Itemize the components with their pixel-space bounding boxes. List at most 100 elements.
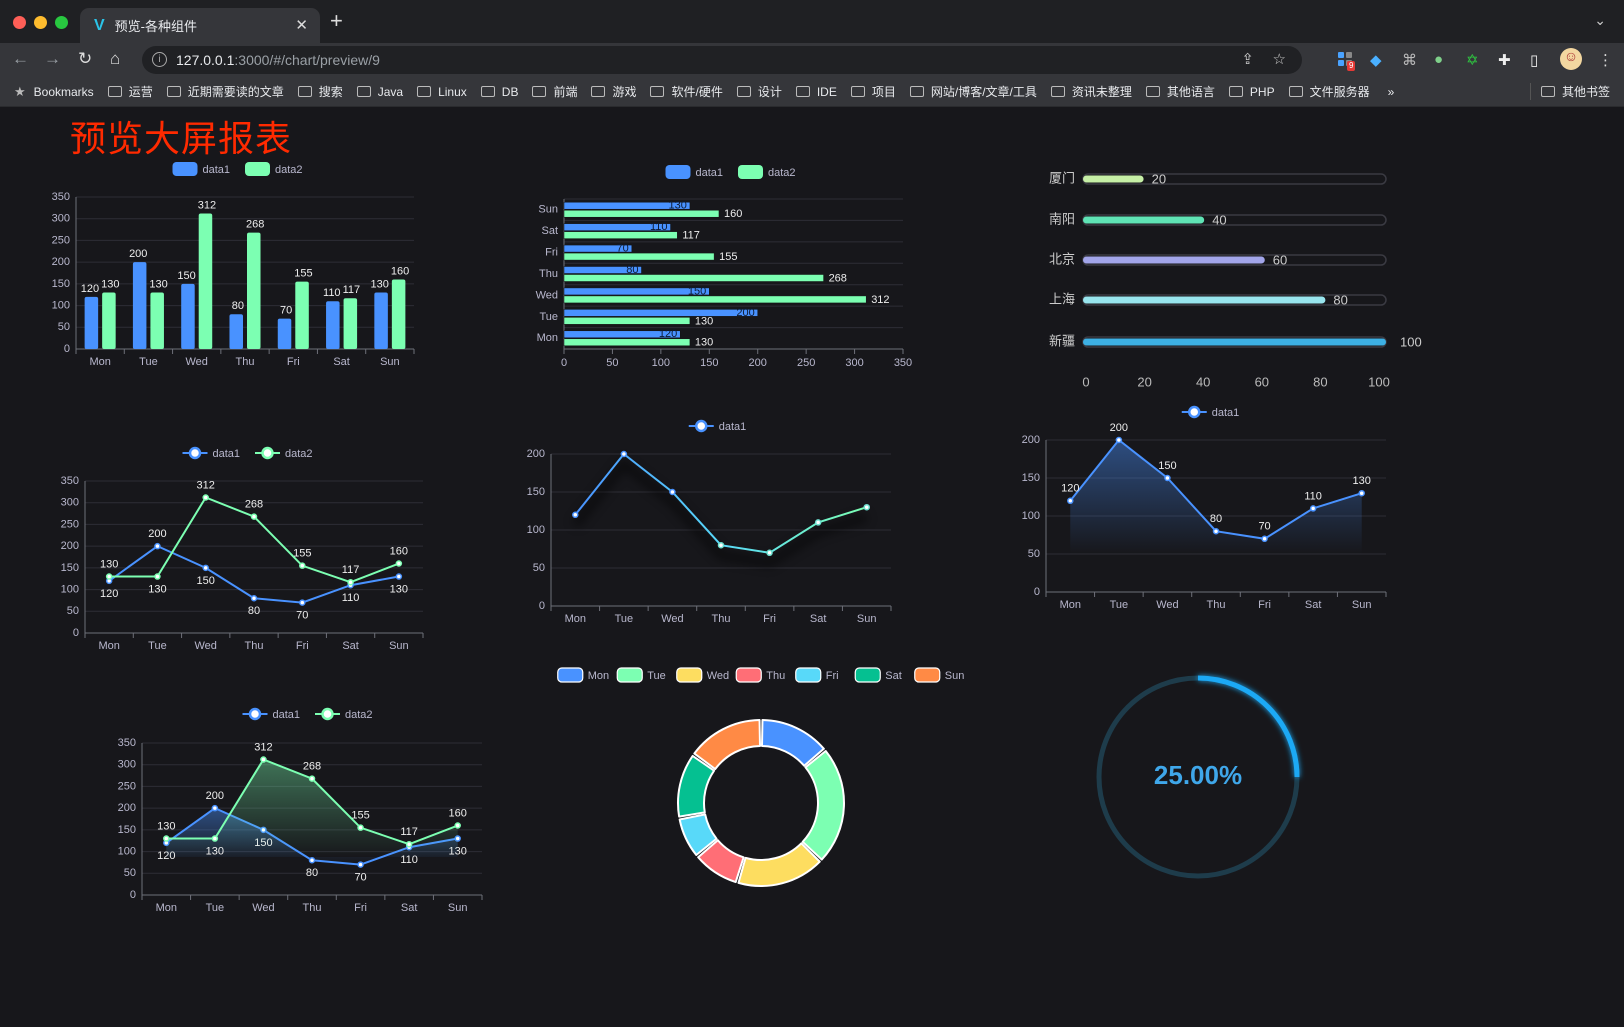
extension-icon[interactable]: 9 xyxy=(1338,52,1356,71)
y-tick-label: 300 xyxy=(118,759,136,771)
share-icon[interactable]: ⇪ xyxy=(1241,51,1254,68)
star-extension-icon[interactable]: ✡ xyxy=(1466,52,1479,69)
legend-item[interactable]: data2 xyxy=(315,707,373,721)
bookmark-label: Java xyxy=(377,84,404,99)
legend-item[interactable]: Tue xyxy=(616,667,666,683)
bookmark-item[interactable]: 文件服务器 xyxy=(1288,83,1370,100)
legend-label: Mon xyxy=(588,670,609,682)
profile-avatar[interactable]: ☺ xyxy=(1560,48,1582,70)
bookmark-label: 游戏 xyxy=(612,85,637,99)
bookmark-item[interactable]: Linux xyxy=(417,85,467,99)
more-menu-icon[interactable]: ⋮ xyxy=(1598,52,1613,69)
x-tick-label: 60 xyxy=(1255,374,1269,389)
home-icon[interactable]: ⌂ xyxy=(110,49,121,68)
bookmark-star-icon[interactable]: ☆ xyxy=(1272,51,1286,68)
circle-extension-icon[interactable]: ● xyxy=(1434,51,1444,68)
bar-data1 xyxy=(84,296,99,349)
legend-item[interactable]: data1 xyxy=(242,707,301,721)
legend-label: data1 xyxy=(696,167,724,179)
bookmark-label: 资讯未整理 xyxy=(1071,85,1132,99)
other-bookmarks-folder[interactable]: 其他书签 xyxy=(1529,83,1610,100)
legend-label: data2 xyxy=(345,709,373,721)
data-label: 130 xyxy=(1353,475,1371,487)
legend-item[interactable]: data1 xyxy=(172,162,231,176)
minimize-window-button[interactable] xyxy=(34,16,47,29)
data-label: 70 xyxy=(1258,521,1270,533)
new-tab-button[interactable]: + xyxy=(330,8,343,33)
bookmark-item[interactable]: PHP xyxy=(1228,85,1275,99)
close-tab-icon[interactable]: ✕ xyxy=(295,17,308,34)
x-tick-label: 100 xyxy=(1368,374,1390,389)
bookmark-item[interactable]: ★ Bookmarks xyxy=(14,84,94,100)
legend-item[interactable]: data2 xyxy=(255,446,313,460)
data-label: 155 xyxy=(351,810,369,822)
bookmark-item[interactable]: 近期需要读的文章 xyxy=(166,83,284,100)
y-tick-label: Mon xyxy=(537,332,558,344)
bar-data2 xyxy=(198,213,213,349)
bookmark-item[interactable]: IDE xyxy=(795,85,837,99)
legend-item[interactable]: Sat xyxy=(854,667,902,683)
reload-icon[interactable]: ↻ xyxy=(78,49,93,68)
forward-arrow-icon[interactable]: → xyxy=(44,49,61,68)
bookmark-item[interactable]: 项目 xyxy=(850,83,896,100)
data-point xyxy=(572,511,579,519)
x-tick-label: Thu xyxy=(236,356,255,368)
bookmark-item[interactable]: 游戏 xyxy=(591,83,636,100)
bookmark-item[interactable]: 运营 xyxy=(107,83,153,100)
url-bar[interactable]: i 127.0.0.1:3000/#/chart/preview/9 ⇪ ☆ xyxy=(142,46,1302,74)
legend-item[interactable]: data1 xyxy=(182,446,241,460)
legend-item[interactable]: data1 xyxy=(665,165,724,179)
y-tick-label: 350 xyxy=(118,737,136,749)
bookmark-label: 运营 xyxy=(128,85,153,99)
data-label: 200 xyxy=(206,790,224,802)
y-tick-label: 150 xyxy=(61,562,79,574)
bookmark-item[interactable]: 网站/博客/文章/工具 xyxy=(909,83,1037,100)
tab-search-chevron-icon[interactable]: ⌄ xyxy=(1594,12,1606,28)
data-point xyxy=(1164,474,1171,482)
data-label: 110 xyxy=(650,221,668,233)
legend-item[interactable]: Fri xyxy=(795,667,839,683)
y-tick-label: 0 xyxy=(73,627,79,639)
y-tick-label: Thu xyxy=(539,268,558,280)
browser-tab[interactable]: V 预览-各种组件 ✕ xyxy=(80,8,320,43)
y-tick-label: Fri xyxy=(545,246,558,258)
side-panel-icon[interactable]: ▯ xyxy=(1530,52,1539,69)
legend-item[interactable]: data2 xyxy=(738,165,796,179)
x-tick-label: 100 xyxy=(652,357,670,369)
bookmark-item[interactable]: 软件/硬件 xyxy=(650,83,723,100)
bookmark-item[interactable]: DB xyxy=(480,85,518,99)
folder-icon xyxy=(166,86,181,97)
bookmark-item[interactable]: 其他语言 xyxy=(1145,83,1215,100)
puzzle-extensions-icon[interactable]: ✚ xyxy=(1498,52,1511,69)
bookmark-item[interactable]: 资讯未整理 xyxy=(1050,83,1132,100)
donut-slice xyxy=(801,750,845,861)
bookmark-item[interactable]: 设计 xyxy=(736,83,782,100)
bookmark-label: 近期需要读的文章 xyxy=(187,85,284,99)
bookmark-label: 软件/硬件 xyxy=(671,85,723,99)
maximize-window-button[interactable] xyxy=(55,16,68,29)
legend-item[interactable]: data2 xyxy=(245,162,303,176)
legend-item[interactable]: data1 xyxy=(1181,405,1240,419)
bookmark-item[interactable]: Java xyxy=(356,84,404,99)
legend-label: data1 xyxy=(719,421,747,433)
legend-label: Wed xyxy=(707,670,729,682)
chart-legend: data1 data2 xyxy=(172,162,303,176)
legend-item[interactable]: data1 xyxy=(688,419,747,433)
legend-label: data1 xyxy=(1212,407,1240,419)
bookmarks-overflow-button[interactable]: » xyxy=(1387,84,1395,99)
legend-item[interactable]: Sun xyxy=(914,667,965,683)
y-tick-label: 300 xyxy=(52,213,70,225)
category-label: 新疆 xyxy=(1049,333,1075,348)
legend-item[interactable]: Mon xyxy=(557,667,609,683)
y-tick-label: 200 xyxy=(527,448,545,460)
site-info-icon[interactable]: i xyxy=(152,52,167,67)
y-tick-label: 150 xyxy=(118,824,136,836)
back-arrow-icon[interactable]: ← xyxy=(12,49,29,68)
close-window-button[interactable] xyxy=(13,16,26,29)
bookmark-item[interactable]: 搜索 xyxy=(297,83,343,100)
command-extension-icon[interactable]: ⌘ xyxy=(1402,52,1417,69)
gem-extension-icon[interactable]: ◆ xyxy=(1370,52,1382,69)
bookmark-item[interactable]: 前端 xyxy=(532,83,577,100)
legend-item[interactable]: Thu xyxy=(735,667,785,683)
legend-item[interactable]: Wed xyxy=(676,667,729,683)
